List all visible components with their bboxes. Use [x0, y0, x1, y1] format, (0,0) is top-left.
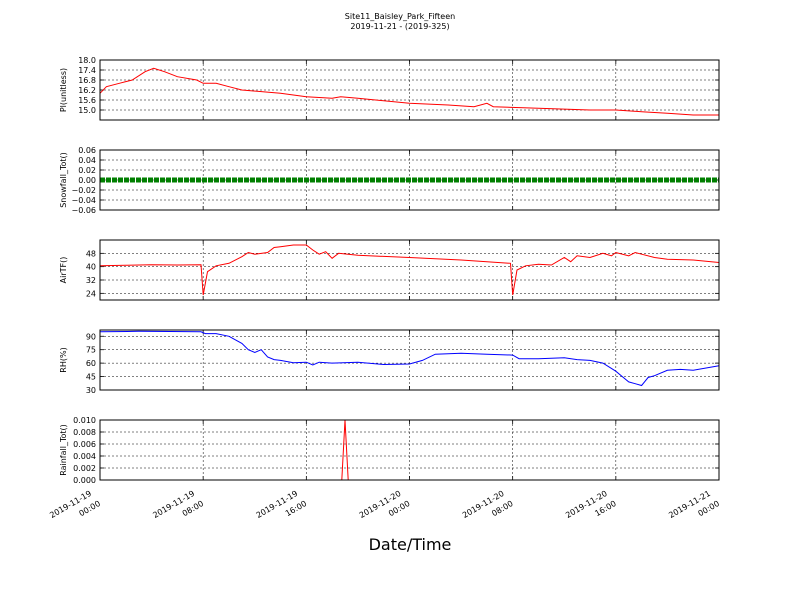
y-tick-label: −0.04 [71, 196, 96, 205]
y-tick-label: 24 [86, 289, 96, 298]
y-tick-label: 0.04 [78, 156, 96, 165]
y-tick-label: 16.2 [78, 86, 96, 95]
y-tick-label: 75 [86, 346, 96, 355]
y-tick-label: 18.0 [78, 56, 96, 65]
y-tick-label: 40 [86, 263, 96, 272]
y-tick-label: 17.4 [78, 66, 96, 75]
series-line [99, 244, 720, 296]
y-tick-label: 48 [86, 249, 96, 258]
chart-title-line1: Site11_Baisley_Park_Fifteen [345, 12, 455, 21]
y-tick-label: 90 [86, 332, 96, 341]
y-tick-label: 0.000 [73, 476, 96, 485]
axes-frame [99, 59, 720, 121]
y-tick-label: −0.06 [71, 206, 96, 215]
panel-1: 15.015.616.216.817.418.0 Pl(unitless) [59, 56, 720, 121]
axes-frame [99, 149, 720, 211]
panels: 15.015.616.216.817.418.0 Pl(unitless) −0.0… [48, 56, 721, 520]
y-tick-label: 0.004 [73, 452, 96, 461]
y-axis-label: Rainfall_Tot() [59, 424, 68, 476]
axes-frame [99, 419, 720, 481]
y-tick-label: 15.0 [78, 106, 96, 115]
chart-title-line2: 2019-11-21 - (2019-325) [350, 22, 449, 31]
y-tick-label: 45 [86, 373, 96, 382]
y-tick-label: 15.6 [78, 96, 96, 105]
y-tick-label: 16.8 [78, 76, 96, 85]
y-tick-label: 30 [86, 386, 96, 395]
panel-3: 24 32 40 48 AirTF() [59, 239, 720, 301]
axes-frame [99, 329, 720, 391]
y-axis-label: Snowfall_Tot() [59, 152, 68, 208]
y-tick-label: 60 [86, 359, 96, 368]
y-axis-label: AirTF() [59, 257, 68, 284]
panel-4: 30 45 60 75 90 RH(%) [59, 329, 720, 395]
y-tick-label: 0.06 [78, 146, 96, 155]
series-line [99, 67, 719, 116]
y-axis-label: RH(%) [59, 347, 68, 372]
y-tick-label: 0.010 [73, 416, 96, 425]
panel-2: −0.06−0.04−0.020.000.020.040.06 Snowfall_… [59, 146, 720, 215]
panel-5: 0.000 0.002 0.004 0.006 0.008 0.010 Rainfall_T… [59, 416, 720, 485]
y-tick-label: 0.008 [73, 428, 96, 437]
y-tick-label: 0.02 [78, 166, 96, 175]
axes-frame [99, 239, 720, 301]
y-tick-label: −0.02 [71, 186, 96, 195]
y-tick-label: 32 [86, 276, 96, 285]
x-axis-label: Date/Time [369, 535, 452, 554]
y-axis-label: Pl(unitless) [59, 68, 68, 112]
y-tick-label: 0.006 [73, 440, 96, 449]
y-tick-label: 0.00 [78, 176, 96, 185]
series-line [99, 330, 720, 387]
y-tick-label: 0.002 [73, 464, 96, 473]
